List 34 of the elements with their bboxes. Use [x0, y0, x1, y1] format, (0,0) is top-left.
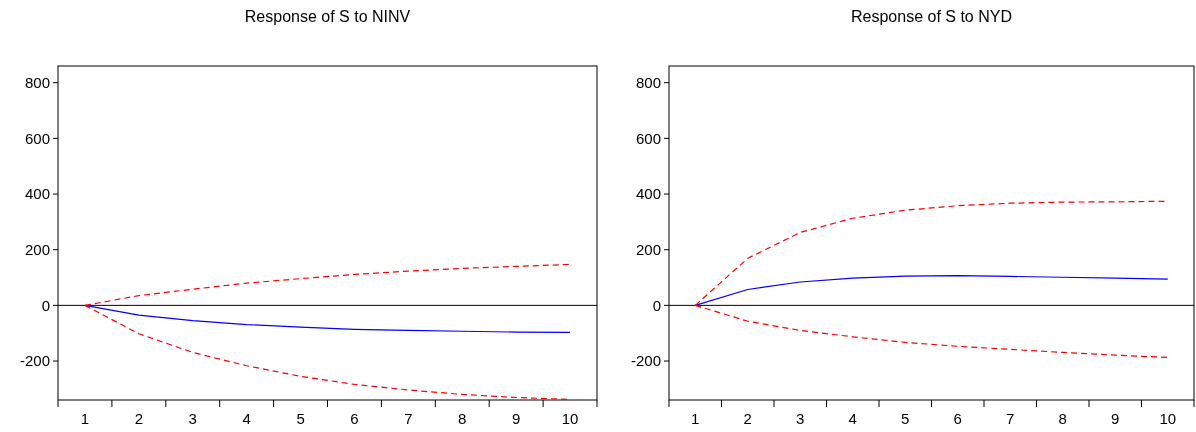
y-tick-label: 800 — [24, 73, 50, 91]
y-tick-label: 200 — [635, 240, 661, 258]
y-tick-label: 400 — [635, 185, 661, 203]
x-tick-label: 1 — [691, 410, 700, 427]
x-tick-label: 5 — [901, 410, 910, 427]
y-tick-label: 800 — [635, 73, 661, 91]
x-tick-label: 2 — [743, 410, 752, 427]
x-tick-label: 4 — [848, 410, 857, 427]
x-tick-label: 8 — [458, 410, 467, 427]
chart-title: Response of S to NINV — [244, 8, 411, 25]
x-tick-label: 9 — [1111, 410, 1120, 427]
x-tick-label: 3 — [796, 410, 805, 427]
y-tick-label: 0 — [41, 296, 50, 314]
y-tick-label: 600 — [24, 129, 50, 147]
x-tick-label: 3 — [188, 410, 197, 427]
x-tick-label: 1 — [80, 410, 90, 427]
x-tick-label: 5 — [296, 410, 305, 427]
x-tick-label: 7 — [404, 410, 413, 427]
x-tick-label: 8 — [1058, 410, 1067, 427]
y-tick-label: 400 — [24, 185, 50, 203]
x-tick-label: 9 — [511, 410, 521, 427]
x-tick-label: 10 — [561, 410, 579, 427]
x-tick-label: 6 — [953, 410, 962, 427]
y-tick-label: 600 — [635, 129, 661, 147]
x-tick-label: 7 — [1006, 410, 1015, 427]
x-tick-label: 4 — [242, 410, 251, 427]
y-tick-label: -200 — [630, 352, 661, 370]
y-tick-label: 200 — [24, 240, 50, 258]
x-tick-label: 10 — [1159, 410, 1177, 427]
y-tick-label: 0 — [652, 296, 661, 314]
x-tick-label: 6 — [350, 410, 359, 427]
chart-title: Response of S to NYD — [851, 8, 1012, 25]
y-tick-label: -200 — [19, 352, 50, 370]
x-tick-label: 2 — [134, 410, 144, 427]
